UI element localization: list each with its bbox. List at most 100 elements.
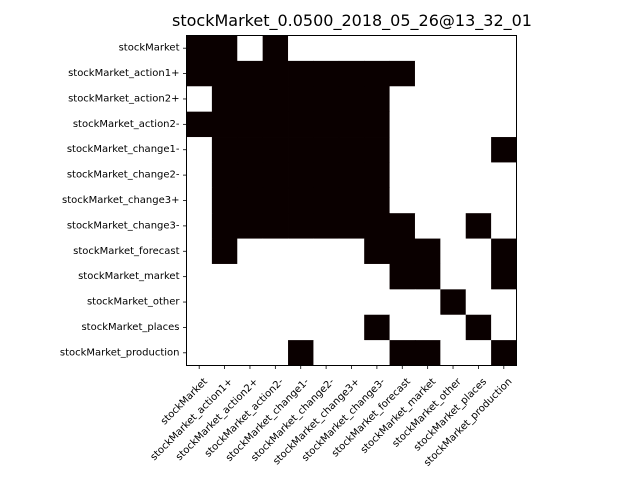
heatmap-cell bbox=[414, 263, 441, 290]
y-tick-label: stockMarket_other bbox=[87, 297, 180, 308]
heatmap-cell bbox=[364, 340, 390, 366]
y-tick-label: stockMarket_change3- bbox=[67, 220, 180, 231]
heatmap-cell bbox=[364, 162, 390, 189]
heatmap-cell bbox=[262, 314, 289, 341]
heatmap-cell bbox=[491, 35, 517, 62]
heatmap-cell bbox=[211, 289, 238, 316]
heatmap-cell bbox=[313, 289, 340, 316]
heatmap-cell bbox=[465, 137, 492, 163]
heatmap-cell bbox=[262, 263, 289, 290]
heatmap-cell bbox=[389, 340, 416, 366]
heatmap-cell bbox=[186, 60, 213, 87]
heatmap-cell bbox=[313, 60, 340, 87]
heatmap-cell bbox=[262, 60, 289, 87]
heatmap-cell bbox=[414, 137, 441, 163]
heatmap-cell bbox=[491, 213, 517, 239]
heatmap-cell bbox=[338, 60, 365, 87]
heatmap-cell bbox=[262, 289, 289, 316]
heatmap-cell bbox=[288, 289, 314, 316]
heatmap-cell bbox=[262, 213, 289, 239]
heatmap-cell bbox=[465, 289, 492, 316]
heatmap-cell bbox=[389, 238, 416, 265]
y-tick-label: stockMarket_places bbox=[81, 322, 179, 333]
heatmap-cell bbox=[313, 137, 340, 163]
heatmap-cell bbox=[288, 314, 314, 341]
heatmap-cell bbox=[389, 60, 416, 87]
heatmap-cell bbox=[389, 86, 416, 113]
heatmap-cell bbox=[491, 340, 517, 366]
heatmap-cell bbox=[465, 213, 492, 239]
heatmap-cell bbox=[211, 187, 238, 214]
heatmap-cell bbox=[186, 111, 213, 138]
heatmap-cell bbox=[262, 187, 289, 214]
heatmap-cell bbox=[237, 35, 264, 62]
heatmap-cell bbox=[440, 263, 467, 290]
heatmap-cell bbox=[364, 35, 390, 62]
heatmap-cell bbox=[414, 314, 441, 341]
heatmap-cell bbox=[364, 86, 390, 113]
y-tick-label: stockMarket_change3+ bbox=[62, 195, 179, 206]
heatmap-cell bbox=[338, 289, 365, 316]
heatmap-cell bbox=[364, 137, 390, 163]
heatmap-cell bbox=[440, 137, 467, 163]
heatmap-cell bbox=[364, 238, 390, 265]
heatmap-cell bbox=[389, 314, 416, 341]
heatmap-cell bbox=[313, 162, 340, 189]
heatmap-cell bbox=[211, 111, 238, 138]
heatmap-cell bbox=[313, 263, 340, 290]
heatmap-cell bbox=[237, 213, 264, 239]
heatmap-cell bbox=[440, 111, 467, 138]
heatmap-cell bbox=[313, 213, 340, 239]
heatmap-cell bbox=[313, 238, 340, 265]
heatmap-cell bbox=[414, 340, 441, 366]
heatmap-cell bbox=[288, 86, 314, 113]
heatmap-cell bbox=[262, 35, 289, 62]
heatmap-cell bbox=[440, 314, 467, 341]
heatmap-cell bbox=[491, 60, 517, 87]
heatmap-cell bbox=[414, 238, 441, 265]
heatmap-cell bbox=[313, 86, 340, 113]
heatmap-cell bbox=[211, 213, 238, 239]
heatmap-cell bbox=[186, 314, 213, 341]
heatmap-cell bbox=[237, 340, 264, 366]
heatmap-cell bbox=[364, 60, 390, 87]
heatmap-cell bbox=[186, 86, 213, 113]
heatmap-cell bbox=[262, 162, 289, 189]
heatmap-cell bbox=[465, 238, 492, 265]
heatmap-cell bbox=[414, 289, 441, 316]
heatmap-cell bbox=[338, 187, 365, 214]
heatmap-cell bbox=[364, 187, 390, 214]
y-tick-label: stockMarket_action2+ bbox=[68, 93, 179, 104]
heatmap-cell bbox=[364, 213, 390, 239]
heatmap-cell bbox=[338, 263, 365, 290]
heatmap-cell bbox=[211, 263, 238, 290]
heatmap-cell bbox=[389, 213, 416, 239]
heatmap-cell bbox=[211, 238, 238, 265]
heatmap-cell bbox=[186, 263, 213, 290]
heatmap-cell bbox=[237, 314, 264, 341]
chart-title: stockMarket_0.0500_2018_05_26@13_32_01 bbox=[172, 11, 532, 30]
heatmap-cell bbox=[186, 213, 213, 239]
heatmap-cell bbox=[262, 137, 289, 163]
heatmap-cell bbox=[313, 35, 340, 62]
heatmap-cell bbox=[237, 60, 264, 87]
heatmap-cell bbox=[288, 238, 314, 265]
heatmap-cell bbox=[211, 314, 238, 341]
heatmap-cell bbox=[389, 111, 416, 138]
heatmap-cell bbox=[211, 60, 238, 87]
y-tick-label: stockMarket_action1+ bbox=[68, 68, 179, 79]
heatmap-cell bbox=[237, 263, 264, 290]
heatmap-cell bbox=[440, 35, 467, 62]
heatmap-cell bbox=[211, 35, 238, 62]
heatmap-cell bbox=[338, 86, 365, 113]
heatmap-cell bbox=[364, 289, 390, 316]
heatmap-cell bbox=[465, 60, 492, 87]
heatmap-cell bbox=[440, 213, 467, 239]
heatmap-cell bbox=[211, 86, 238, 113]
heatmap-cell bbox=[491, 111, 517, 138]
heatmap-cell bbox=[338, 340, 365, 366]
heatmap-cell bbox=[237, 86, 264, 113]
heatmap-cell bbox=[414, 86, 441, 113]
